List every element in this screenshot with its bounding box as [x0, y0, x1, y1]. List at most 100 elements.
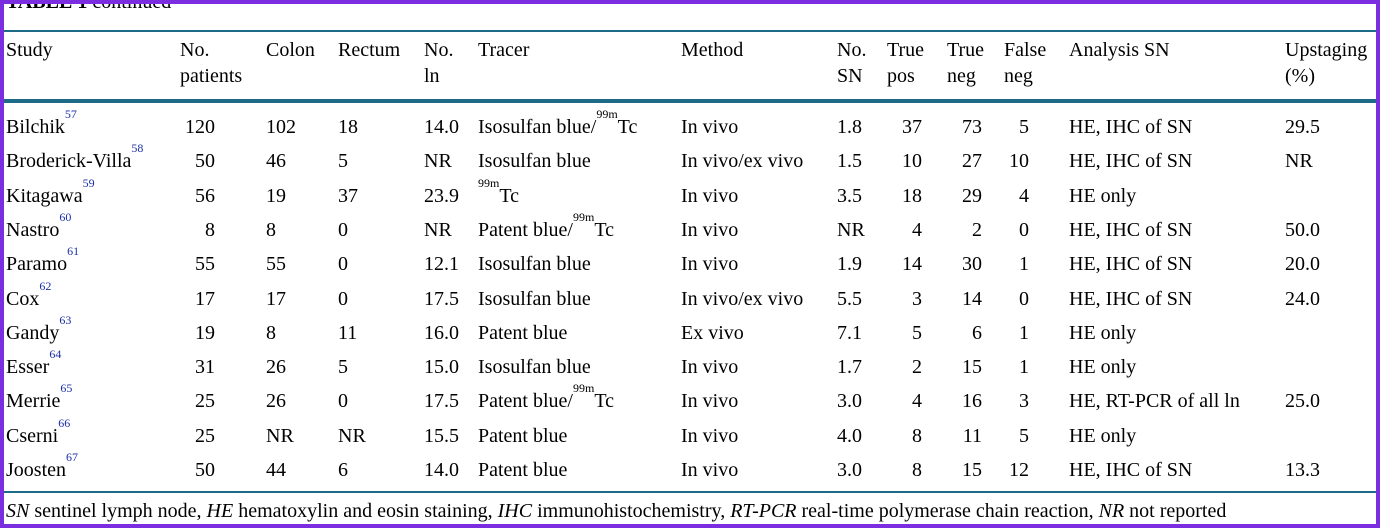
cell-tpos: 2 — [912, 356, 922, 379]
cell-patients: 50 — [195, 459, 215, 481]
footnote-definition: hematoxylin and eosin staining, — [233, 500, 498, 522]
cell-ln: 15.5 — [424, 424, 459, 447]
column-header-line: SN — [837, 65, 863, 87]
cell-ln: 17.5 — [424, 287, 459, 310]
cell-upstaging: 20.0 — [1285, 253, 1320, 276]
column-header-colon: Colon — [266, 37, 315, 63]
cell-colon: 8 — [266, 321, 276, 344]
column-header-line: (%) — [1285, 65, 1315, 87]
column-header-sn: No. SN — [837, 37, 866, 89]
cell-study: Joosten67 — [6, 451, 78, 483]
cell-colon: 44 — [266, 459, 286, 481]
column-header-line: neg — [947, 65, 976, 87]
cell-patients: 50 — [195, 150, 215, 173]
cell-sn: 3.0 — [837, 390, 862, 413]
reference-number: 65 — [60, 381, 73, 396]
column-header-line: patients — [180, 65, 243, 87]
cell-tpos: 4 — [912, 390, 922, 413]
footnote-abbreviation: RT-PCR — [730, 500, 797, 522]
cell-tracer: Isosulfan blue — [478, 286, 591, 312]
footnote-abbreviation: IHC — [497, 500, 533, 522]
cell-method: In vivo — [681, 424, 739, 447]
cell-colon: 102 — [266, 116, 296, 138]
cell-rectum: 0 — [338, 390, 348, 413]
cell-study: Cox62 — [6, 280, 51, 312]
column-header-line: Tracer — [478, 39, 530, 61]
cell-tpos: 5 — [912, 321, 922, 344]
cell-colon: 19 — [266, 184, 286, 207]
study-name: Kitagawa — [6, 184, 83, 207]
column-header-method: Method — [681, 37, 743, 63]
column-header-rectum: Rectum — [338, 37, 400, 63]
tracer-text: Patent blue/ — [478, 390, 573, 413]
cell-upstaging: 13.3 — [1285, 459, 1320, 481]
cell-tracer: 99mTc — [478, 177, 520, 209]
cell-fneg: 5 — [1019, 424, 1029, 447]
cell-tracer: Isosulfan blue — [478, 354, 591, 380]
tracer-element: Tc — [499, 184, 520, 207]
cell-rectum: 0 — [338, 253, 348, 276]
column-header-line: Rectum — [338, 39, 401, 61]
tracer-isotope-mass: 99m — [478, 175, 500, 190]
cell-ln: 14.0 — [424, 116, 459, 138]
reference-number: 59 — [82, 175, 95, 190]
cell-tneg: 2 — [972, 218, 982, 241]
column-header-tneg: True neg — [947, 37, 984, 89]
cell-colon: 26 — [266, 356, 286, 379]
footnote-definition: not reported — [1124, 500, 1227, 522]
cell-rectum: 11 — [338, 321, 358, 344]
cell-analysis: HE, IHC of SN — [1069, 150, 1193, 173]
column-header-line: Colon — [266, 39, 315, 61]
reference-number: 66 — [58, 415, 71, 430]
header-rule — [4, 99, 1376, 103]
reference-number: 63 — [59, 312, 72, 327]
reference-number: 61 — [67, 244, 80, 259]
study-name: Paramo — [6, 253, 68, 276]
column-header-line: Study — [6, 39, 53, 61]
footnote-definition: immunohistochemistry, — [532, 500, 731, 522]
reference-number: 58 — [131, 141, 144, 156]
column-header-patients: No. patients — [180, 37, 242, 89]
cell-study: Kitagawa59 — [6, 177, 95, 209]
cell-fneg: 5 — [1019, 116, 1029, 138]
tracer-text: Isosulfan blue — [478, 253, 591, 276]
column-header-line: No. — [180, 39, 210, 61]
cell-upstaging: 24.0 — [1285, 287, 1320, 310]
cell-tracer: Patent blue/99mTc — [478, 211, 614, 243]
column-header-line: pos — [887, 65, 915, 87]
cell-tneg: 30 — [962, 253, 982, 276]
reference-number: 57 — [64, 107, 77, 121]
cell-fneg: 1 — [1019, 356, 1029, 379]
cell-method: In vivo — [681, 218, 739, 241]
cell-tpos: 18 — [902, 184, 922, 207]
cell-ln: 17.5 — [424, 390, 459, 413]
cell-patients: 19 — [195, 321, 215, 344]
cell-ln: NR — [424, 150, 452, 173]
cell-sn: NR — [837, 218, 865, 241]
column-header-tracer: Tracer — [478, 37, 529, 63]
cell-rectum: 0 — [338, 287, 348, 310]
cell-analysis: HE, IHC of SN — [1069, 459, 1193, 481]
cell-tneg: 6 — [972, 321, 982, 344]
cell-upstaging: 50.0 — [1285, 218, 1320, 241]
study-name: Nastro — [6, 218, 60, 241]
column-header-study: Study — [6, 37, 53, 63]
cell-ln: 23.9 — [424, 184, 459, 207]
cell-colon: 8 — [266, 218, 276, 241]
cell-analysis: HE only — [1069, 184, 1137, 207]
study-name: Esser — [6, 356, 50, 379]
column-header-analysis: Analysis SN — [1069, 37, 1170, 63]
cell-rectum: 5 — [338, 150, 348, 173]
cell-analysis: HE, IHC of SN — [1069, 287, 1193, 310]
cell-fneg: 1 — [1019, 321, 1029, 344]
study-name: Broderick-Villa — [6, 150, 132, 173]
cell-tpos: 4 — [912, 218, 922, 241]
cell-tracer: Patent blue — [478, 423, 567, 449]
cell-tpos: 10 — [902, 150, 922, 173]
column-header-line: False — [1004, 39, 1047, 61]
table-footnote: SN sentinel lymph node, HE hematoxylin a… — [6, 498, 1226, 524]
cell-upstaging: 25.0 — [1285, 390, 1320, 413]
cell-study: Cserni66 — [6, 417, 70, 449]
cell-rectum: 0 — [338, 218, 348, 241]
cell-tneg: 14 — [962, 287, 982, 310]
